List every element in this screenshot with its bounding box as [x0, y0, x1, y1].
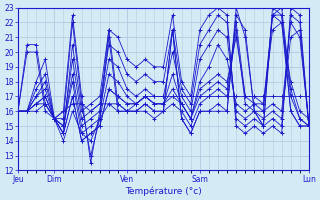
X-axis label: Température (°c): Température (°c): [125, 186, 202, 196]
